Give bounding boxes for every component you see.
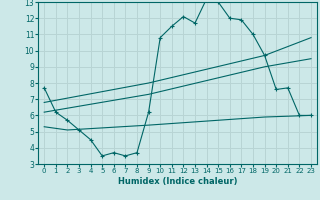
X-axis label: Humidex (Indice chaleur): Humidex (Indice chaleur) — [118, 177, 237, 186]
